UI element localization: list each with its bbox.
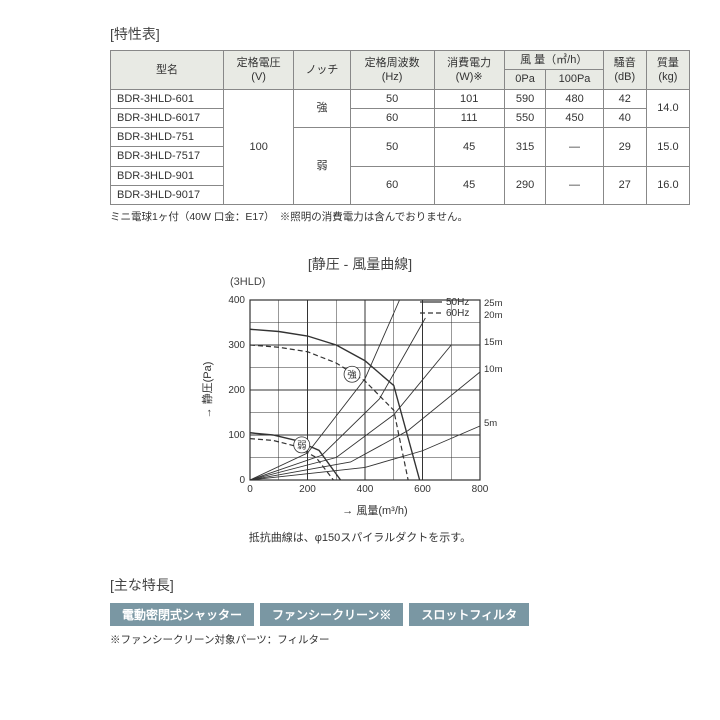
cell: — [546, 128, 603, 167]
svg-text:50Hz: 50Hz [446, 297, 469, 308]
chart-footnote: 抵抗曲線は、φ150スパイラルダクトを示す。 [160, 529, 560, 545]
svg-text:0: 0 [247, 484, 253, 495]
cell: 101 [434, 89, 504, 108]
svg-text:400: 400 [228, 295, 245, 306]
features-section: [主な特長] 電動密閉式シャッター ファンシークリーン※ スロットフィルタ ※フ… [110, 575, 700, 647]
features-title: [主な特長] [110, 575, 700, 595]
cell: 40 [603, 108, 646, 127]
col-airflow-group: 風 量（㎥/h） [504, 51, 603, 70]
table-row: BDR-3HLD-901 [111, 166, 224, 185]
table-row: BDR-3HLD-6017 [111, 108, 224, 127]
cell: 590 [504, 89, 546, 108]
cell: 550 [504, 108, 546, 127]
col-mass: 質量 (kg) [646, 51, 689, 90]
svg-text:25m: 25m [484, 298, 503, 309]
table-row: BDR-3HLD-601 [111, 89, 224, 108]
col-model: 型名 [111, 51, 224, 90]
chart-subtitle: (3HLD) [230, 276, 560, 288]
svg-text:300: 300 [228, 340, 245, 351]
svg-text:60Hz: 60Hz [446, 308, 469, 319]
cell: 315 [504, 128, 546, 167]
cell: 42 [603, 89, 646, 108]
svg-text:→ 風量(m³/h): → 風量(m³/h) [342, 504, 407, 517]
spec-section-title: [特性表] [110, 24, 700, 44]
cell: 29 [603, 128, 646, 167]
col-notch: ノッチ [294, 51, 350, 90]
col-airflow-100pa: 100Pa [546, 70, 603, 89]
feature-tag: スロットフィルタ [409, 603, 529, 626]
cell: 450 [546, 108, 603, 127]
svg-text:0: 0 [239, 475, 245, 486]
svg-text:→ 静圧(Pa): → 静圧(Pa) [200, 362, 214, 419]
cell: 45 [434, 128, 504, 167]
spec-footnote: ミニ電球1ヶ付（40W 口金：E17） ※照明の消費電力は含んでおりません。 [110, 209, 700, 224]
cell: 60 [350, 166, 434, 205]
notch-strong-cell: 強 [294, 89, 350, 128]
svg-text:100: 100 [228, 430, 245, 441]
cell: 111 [434, 108, 504, 127]
svg-text:5m: 5m [484, 418, 497, 429]
col-noise: 騒音 (dB) [603, 51, 646, 90]
feature-tag: ファンシークリーン※ [260, 603, 403, 626]
cell: 60 [350, 108, 434, 127]
cell: 27 [603, 166, 646, 205]
svg-text:15m: 15m [484, 337, 503, 348]
voltage-cell: 100 [224, 89, 294, 205]
notch-weak-cell: 弱 [294, 128, 350, 205]
features-note: ※ファンシークリーン対象パーツ：フィルター [110, 632, 700, 647]
cell: 50 [350, 128, 434, 167]
table-row: BDR-3HLD-9017 [111, 186, 224, 205]
mass-cell: 16.0 [646, 166, 689, 205]
col-freq: 定格周波数 (Hz) [350, 51, 434, 90]
svg-text:強: 強 [347, 369, 357, 381]
svg-text:20m: 20m [484, 310, 503, 321]
table-row: BDR-3HLD-751 [111, 128, 224, 147]
svg-text:400: 400 [357, 484, 374, 495]
feature-tags: 電動密閉式シャッター ファンシークリーン※ スロットフィルタ [110, 603, 700, 626]
svg-text:200: 200 [299, 484, 316, 495]
pressure-airflow-chart: 0 200 400 600 800 0 100 200 300 400 → 風量(m³/h) → 静圧… [195, 290, 525, 520]
svg-text:10m: 10m [484, 364, 503, 375]
svg-text:800: 800 [472, 484, 489, 495]
svg-text:弱: 弱 [297, 441, 307, 452]
cell: 45 [434, 166, 504, 205]
spec-section: [特性表] 型名 定格電圧 (V) ノッチ 定格周波数 (Hz) 消費電力 (W… [110, 24, 700, 224]
svg-text:600: 600 [414, 484, 431, 495]
cell: 480 [546, 89, 603, 108]
cell: — [546, 166, 603, 205]
cell: 50 [350, 89, 434, 108]
feature-tag: 電動密閉式シャッター [110, 603, 254, 626]
col-voltage: 定格電圧 (V) [224, 51, 294, 90]
col-power: 消費電力 (W)※ [434, 51, 504, 90]
cell: 290 [504, 166, 546, 205]
mass-cell: 15.0 [646, 128, 689, 167]
spec-table: 型名 定格電圧 (V) ノッチ 定格周波数 (Hz) 消費電力 (W)※ 風 量… [110, 50, 690, 205]
svg-text:200: 200 [228, 385, 245, 396]
col-airflow-0pa: 0Pa [504, 70, 546, 89]
chart-section: [静圧 - 風量曲線] (3HLD) 0 200 400 600 800 0 100 200 3… [160, 254, 560, 545]
table-row: BDR-3HLD-7517 [111, 147, 224, 166]
chart-title: [静圧 - 風量曲線] [160, 254, 560, 274]
mass-cell: 14.0 [646, 89, 689, 128]
